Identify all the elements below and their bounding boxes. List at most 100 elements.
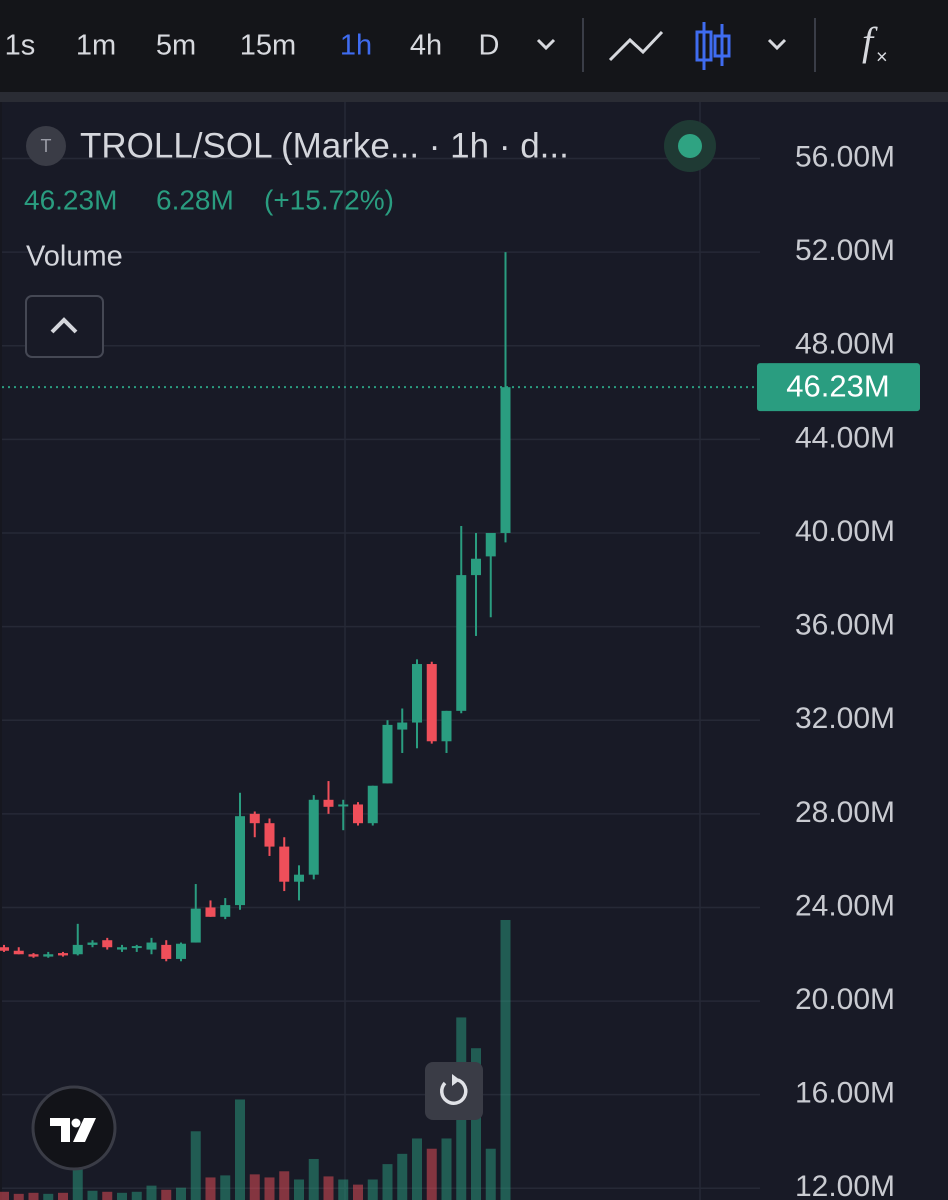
brand-logo[interactable] (31, 1085, 117, 1171)
price-axis: 56.00M 52.00M 48.00M 44.00M 40.00M 36.00M 32.0… (757, 140, 920, 1200)
candle-body (456, 575, 467, 711)
volume-bar (264, 1177, 275, 1200)
volume-bar (426, 1148, 437, 1200)
volume-bar (338, 1179, 349, 1200)
candle-body (323, 799, 334, 807)
dropdown-icon[interactable] (536, 38, 556, 51)
candle-body (338, 804, 349, 807)
volume-bar (28, 1192, 39, 1200)
reset-button[interactable] (425, 1062, 483, 1120)
candle-body (176, 943, 186, 959)
y-tick-label: 52.00M (795, 234, 895, 267)
volume-bar (235, 1099, 245, 1200)
line-chart-icon[interactable] (608, 30, 664, 62)
volume-bar (43, 1193, 54, 1200)
candle-body (485, 532, 496, 557)
collapse-icon (50, 317, 78, 334)
candle-body (235, 816, 245, 906)
volume-bar (161, 1189, 172, 1200)
volume-bar (441, 1138, 452, 1200)
last-price-label: 46.23M (786, 368, 889, 403)
volume-bar (500, 920, 511, 1200)
candle-body (190, 908, 201, 943)
candle-body (220, 905, 231, 917)
y-tick-label: 40.00M (795, 515, 895, 548)
symbol-logo (26, 126, 66, 166)
candle-body (264, 823, 275, 847)
status-dot (678, 134, 702, 158)
chart-title[interactable]: TROLL/SOL (Marke... · 1h · d... (80, 126, 569, 165)
y-tick-label: 56.00M (795, 140, 895, 173)
candle-body (426, 664, 437, 742)
candle-body (249, 813, 260, 824)
volume-bar (367, 1179, 378, 1200)
y-tick-label: 12.00M (795, 1170, 895, 1200)
candle-body (28, 954, 39, 957)
volume-bar (471, 1048, 481, 1200)
volume-bar (220, 1175, 231, 1200)
volume-bar (353, 1184, 363, 1200)
candle-body (161, 944, 172, 959)
candle-body (279, 846, 290, 882)
reset-icon (440, 1078, 468, 1105)
toolbar-items: 1s 1m 5m 15m 1h 4h D (5, 30, 500, 62)
volume-bar (397, 1153, 408, 1200)
plot (0, 102, 760, 1200)
candle-body (43, 954, 54, 957)
volume-bar (58, 1192, 68, 1200)
toolbar (0, 0, 948, 92)
volume-bar (294, 1179, 304, 1200)
y-tick-label: 20.00M (795, 983, 895, 1016)
volume-bar (205, 1177, 216, 1200)
y-tick-label: 36.00M (795, 609, 895, 642)
candle-body (367, 785, 378, 824)
volume-bar (102, 1191, 113, 1200)
brand-mark-dot (71, 1118, 81, 1128)
legend-value: (+15.72%) (264, 184, 394, 215)
interval-button[interactable]: 1m (76, 30, 116, 62)
interval-button[interactable]: 1s (5, 30, 36, 62)
y-tick-label: 16.00M (795, 1077, 895, 1110)
legend-value: 46.23M (24, 184, 117, 215)
collapse-button[interactable] (25, 295, 104, 358)
volume-bar (249, 1174, 260, 1200)
candle-chart-icon[interactable] (695, 22, 731, 70)
candle-body (382, 724, 393, 784)
interval-button[interactable]: 4h (410, 30, 442, 62)
candle-body (146, 942, 157, 950)
interval-button[interactable]: 5m (156, 30, 196, 62)
indicator-label: Volume (26, 241, 123, 273)
candle-body (72, 944, 83, 955)
volume-bar (176, 1187, 186, 1200)
volume-bar (72, 1167, 83, 1200)
interval-button[interactable]: 15m (240, 30, 296, 62)
dropdown-icon[interactable] (767, 38, 787, 51)
candle-body (500, 387, 511, 533)
candle-body (471, 558, 481, 576)
candle-body (0, 947, 9, 951)
volume-bar (117, 1192, 127, 1200)
last-price-tag (757, 363, 920, 412)
legend-value: 6.28M (156, 184, 234, 215)
candle-body (117, 947, 127, 950)
y-tick-label: 32.00M (795, 702, 895, 735)
volume-bar (0, 1191, 9, 1200)
indicators-icon-x: × (876, 46, 888, 68)
candle-body (294, 874, 304, 882)
reset-icon-arrow (452, 1074, 460, 1086)
volume-bar (190, 1131, 201, 1200)
volume-bar (146, 1185, 157, 1200)
candle-body (205, 907, 216, 917)
volume-bar (13, 1193, 24, 1200)
interval-button[interactable]: 1h (340, 30, 372, 62)
candle-body (13, 950, 24, 955)
y-tick-label: 24.00M (795, 889, 895, 922)
candle-body (131, 946, 142, 949)
y-tick-label: 44.00M (795, 421, 895, 454)
candle-body (353, 804, 363, 824)
interval-button[interactable]: D (479, 30, 500, 62)
candle-body (412, 664, 422, 723)
candle-body (58, 953, 68, 956)
candle-body (308, 799, 319, 875)
